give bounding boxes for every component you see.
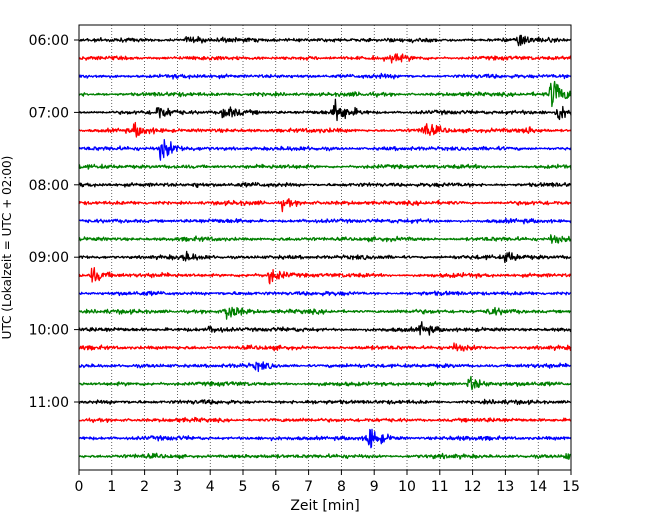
trace-0715 xyxy=(78,121,572,138)
trace-0815 xyxy=(78,198,572,213)
y-axis-ticks: 06:00 07:00 08:00 09:00 10:00 11:00 xyxy=(29,33,79,411)
x-tick-label: 9 xyxy=(370,479,379,495)
x-axis-label: Zeit [min] xyxy=(290,498,359,514)
y-tick-label: 11:00 xyxy=(29,395,69,411)
trace-0645 xyxy=(78,80,572,108)
trace-1030 xyxy=(78,361,572,373)
trace-0615 xyxy=(78,53,572,64)
trace-1045 xyxy=(78,375,572,391)
trace-1115 xyxy=(78,416,572,424)
trace-0900 xyxy=(78,250,572,264)
x-tick-label: 14 xyxy=(529,479,547,495)
x-tick-label: 7 xyxy=(304,479,313,495)
x-tick-label: 0 xyxy=(75,479,84,495)
trace-1145 xyxy=(78,452,572,460)
grid-lines xyxy=(111,25,539,470)
x-tick-label: 11 xyxy=(431,479,449,495)
seismic-traces xyxy=(78,34,572,460)
x-tick-label: 12 xyxy=(464,479,482,495)
x-tick-label: 8 xyxy=(337,479,346,495)
x-tick-label: 5 xyxy=(239,479,248,495)
y-tick-label: 09:00 xyxy=(29,250,69,266)
trace-0700 xyxy=(78,98,572,122)
trace-0830 xyxy=(78,217,572,225)
trace-1130 xyxy=(78,428,572,449)
x-tick-label: 13 xyxy=(496,479,514,495)
trace-0945 xyxy=(78,306,572,320)
trace-1000 xyxy=(78,321,572,336)
trace-0845 xyxy=(78,234,572,244)
trace-0930 xyxy=(78,290,572,297)
x-tick-label: 6 xyxy=(271,479,280,495)
trace-0800 xyxy=(78,181,572,189)
y-axis-label: UTC (Lokalzeit = UTC + 02:00) xyxy=(0,156,14,340)
x-axis-ticks: 0 1 2 3 4 5 6 7 8 9 10 11 12 13 14 15 xyxy=(75,470,580,495)
x-tick-label: 15 xyxy=(562,479,580,495)
trace-1015 xyxy=(78,342,572,352)
y-tick-label: 08:00 xyxy=(29,178,69,194)
trace-0745 xyxy=(78,163,572,170)
x-tick-label: 4 xyxy=(206,479,215,495)
trace-0915 xyxy=(78,267,572,285)
y-tick-label: 07:00 xyxy=(29,105,69,121)
trace-0630 xyxy=(78,72,572,80)
y-tick-label: 10:00 xyxy=(29,323,69,339)
x-tick-label: 10 xyxy=(398,479,416,495)
trace-1100 xyxy=(78,398,572,406)
plot-frame xyxy=(78,24,572,471)
x-tick-label: 2 xyxy=(140,479,149,495)
trace-0600 xyxy=(78,34,572,47)
x-tick-label: 3 xyxy=(173,479,182,495)
x-tick-label: 1 xyxy=(107,479,116,495)
trace-0730 xyxy=(78,138,572,161)
y-tick-label: 06:00 xyxy=(29,33,69,49)
